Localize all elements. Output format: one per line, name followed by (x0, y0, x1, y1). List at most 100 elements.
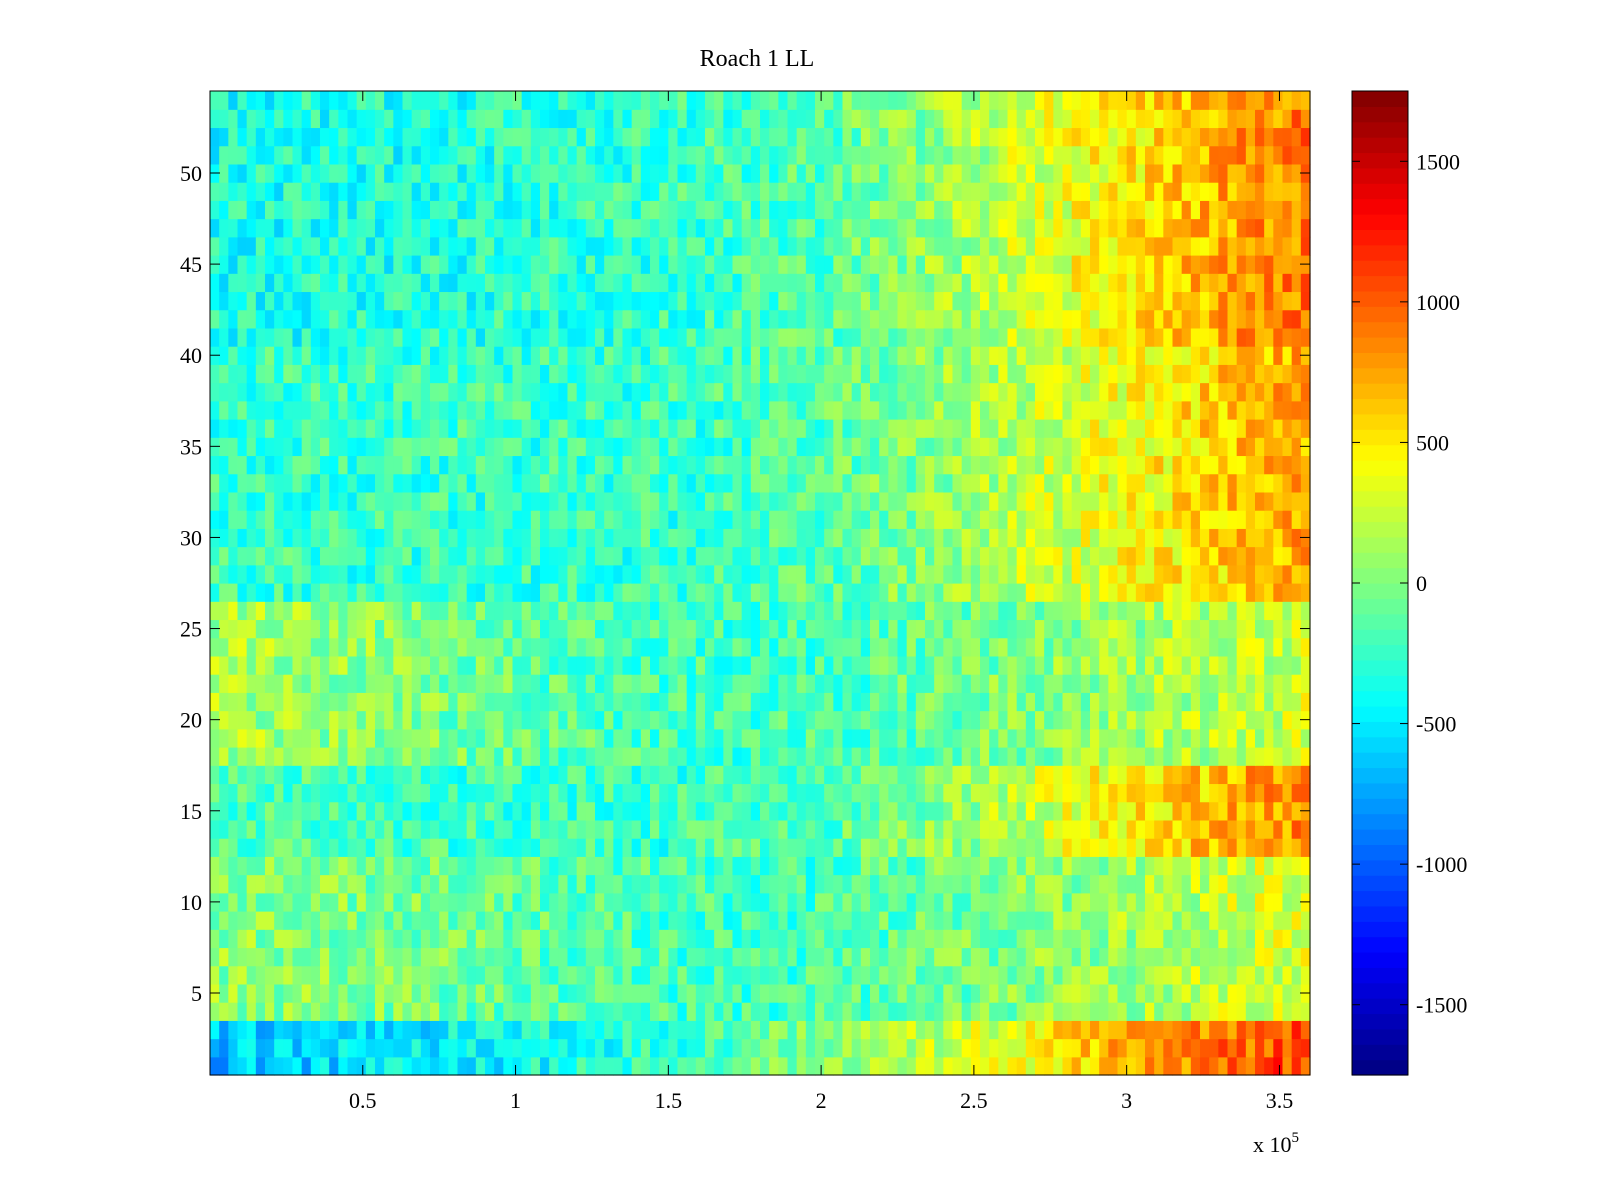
heatmap-cell (1209, 1002, 1219, 1021)
heatmap-cell (585, 510, 596, 529)
heatmap-cell (668, 309, 679, 329)
heatmap-cell (952, 437, 963, 457)
heatmap-cell (549, 400, 559, 420)
heatmap-cell (1291, 437, 1302, 457)
heatmap-cell (998, 601, 1009, 621)
heatmap-cell (705, 491, 715, 511)
heatmap-cell (1117, 892, 1128, 912)
heatmap-cell (1080, 892, 1091, 912)
heatmap-cell (1145, 510, 1155, 529)
heatmap-cell (640, 583, 651, 602)
heatmap-cell (1108, 856, 1119, 876)
heatmap-cell (970, 874, 981, 894)
heatmap-cell (613, 346, 624, 365)
heatmap-cell (347, 1056, 358, 1076)
heatmap-cell (613, 801, 624, 821)
heatmap-cell (540, 655, 550, 675)
heatmap-cell (1245, 783, 1256, 803)
heatmap-cell (485, 674, 495, 693)
heatmap-cell (677, 455, 688, 475)
heatmap-cell (320, 419, 330, 438)
heatmap-cell (604, 1056, 614, 1076)
heatmap-cell (466, 382, 477, 402)
heatmap-cell (677, 892, 688, 912)
heatmap-cell (888, 911, 899, 930)
heatmap-cell (576, 346, 587, 365)
heatmap-cell (411, 637, 422, 657)
heatmap-cell (1016, 1038, 1027, 1058)
heatmap-cell (897, 564, 908, 584)
heatmap-cell (237, 838, 248, 857)
heatmap-cell (1016, 765, 1027, 785)
heatmap-cell (815, 1056, 825, 1076)
heatmap-cell (723, 674, 734, 693)
heatmap-cell (503, 528, 514, 548)
heatmap-cell (906, 655, 917, 675)
heatmap-cell (255, 473, 266, 493)
heatmap-cell (750, 1056, 761, 1076)
heatmap-cell (402, 546, 413, 566)
heatmap-cell (1117, 546, 1128, 566)
heatmap-cell (301, 783, 312, 803)
heatmap-cell (301, 947, 312, 967)
heatmap-cell (228, 965, 239, 985)
heatmap-cell (585, 364, 596, 384)
heatmap-cell (457, 965, 468, 985)
heatmap-cell (457, 601, 468, 621)
heatmap-cell (631, 747, 642, 766)
heatmap-cell (393, 1038, 404, 1058)
heatmap-cell (530, 455, 541, 475)
heatmap-cell (503, 400, 514, 420)
heatmap-cell (228, 892, 239, 912)
heatmap-cell (567, 819, 578, 839)
heatmap-cell (439, 473, 449, 493)
heatmap-cell (255, 655, 266, 675)
heatmap-cell (411, 819, 422, 839)
heatmap-cell (228, 838, 239, 857)
heatmap-cell (1255, 765, 1265, 785)
heatmap-cell (1172, 947, 1183, 967)
heatmap-cell (1200, 856, 1210, 876)
heatmap-cell (686, 838, 697, 857)
heatmap-cell (512, 419, 523, 438)
heatmap-cell (1099, 637, 1109, 657)
heatmap-cell (842, 856, 853, 876)
heatmap-cell (549, 692, 559, 712)
heatmap-cell (787, 1002, 798, 1021)
heatmap-cell (246, 564, 257, 584)
heatmap-cell (659, 765, 669, 785)
heatmap-cell (1282, 710, 1293, 730)
heatmap-cell (741, 400, 752, 420)
heatmap-cell (384, 1038, 394, 1058)
heatmap-cell (301, 874, 312, 894)
heatmap-cell (668, 655, 679, 675)
heatmap-cell (604, 382, 614, 402)
heatmap-cell (1190, 655, 1201, 675)
heatmap-cell (1044, 346, 1054, 365)
heatmap-cell (503, 819, 514, 839)
heatmap-cell (961, 473, 972, 493)
heatmap-cell (329, 1020, 339, 1040)
heatmap-cell (943, 911, 954, 930)
heatmap-cell (1200, 419, 1210, 438)
heatmap-cell (246, 965, 257, 985)
heatmap-cell (741, 437, 752, 457)
heatmap-cell (833, 364, 844, 384)
heatmap-cell (1126, 892, 1137, 912)
heatmap-cell (1135, 692, 1146, 712)
heatmap-cell (1025, 728, 1036, 748)
heatmap-cell (420, 892, 431, 912)
heatmap-cell (576, 491, 587, 511)
heatmap-cell (925, 710, 935, 730)
heatmap-cell (1016, 1056, 1027, 1076)
heatmap-cell (842, 528, 853, 548)
heatmap-cell (1053, 327, 1064, 347)
heatmap-cell (815, 692, 825, 712)
heatmap-cell (787, 437, 798, 457)
heatmap-cell (1007, 983, 1018, 1003)
heatmap-cell (420, 911, 431, 930)
heatmap-cell (1264, 838, 1274, 857)
heatmap-cell (1090, 419, 1100, 438)
heatmap-cell (1255, 1002, 1265, 1021)
heatmap-cell (769, 619, 779, 639)
